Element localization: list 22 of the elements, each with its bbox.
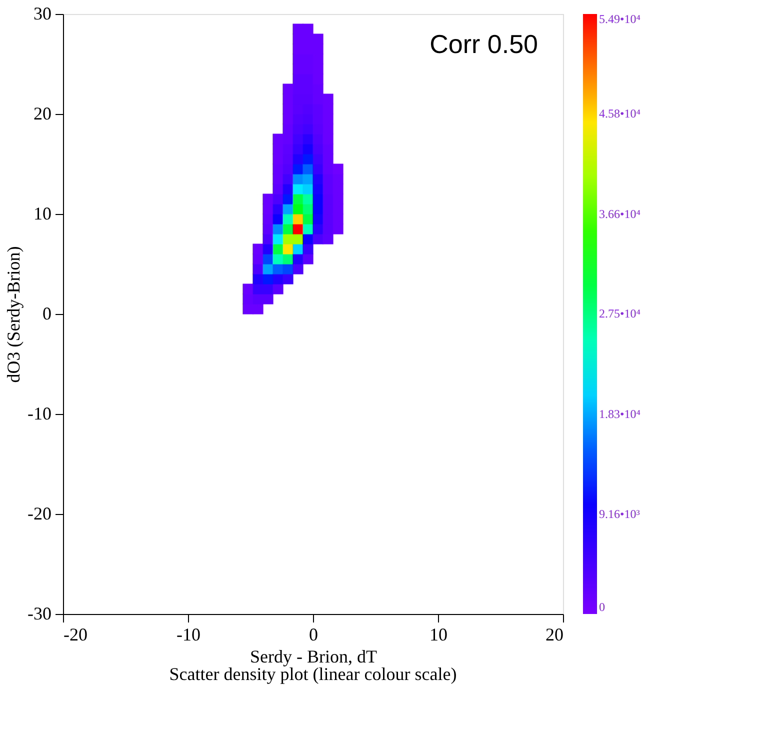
color-bar-label: 0 (599, 600, 605, 614)
color-bar-label: 1.83•10⁴ (599, 407, 640, 421)
y-tick-label: -10 (28, 404, 52, 424)
color-bar-label: 9.16•10³ (599, 506, 640, 521)
y-tick-label: 10 (34, 204, 52, 224)
y-axis-title: dO3 (Serdy-Brion) (4, 246, 24, 383)
y-tick-label: -20 (28, 504, 52, 524)
color-bar-label: 4.58•10⁴ (599, 106, 640, 120)
y-tick-label: 0 (42, 304, 52, 324)
y-tick-label: 30 (34, 4, 52, 24)
x-tick-label: 20 (546, 624, 564, 644)
color-bar-label: 2.75•10⁴ (599, 306, 640, 320)
x-axis-title: Serdy - Brion, dT (250, 646, 377, 666)
x-tick-label: -10 (176, 624, 200, 644)
x-tick-label: 0 (309, 624, 318, 644)
color-bar-label: 3.66•10⁴ (599, 207, 640, 221)
y-tick-label: -30 (28, 604, 52, 624)
color-bar-label: 5.49•10⁴ (599, 12, 640, 26)
annotation: Corr 0.50 (430, 29, 538, 59)
x-tick-label: -20 (64, 624, 88, 644)
y-tick-label: 20 (34, 104, 52, 124)
x-tick-label: 10 (430, 624, 448, 644)
